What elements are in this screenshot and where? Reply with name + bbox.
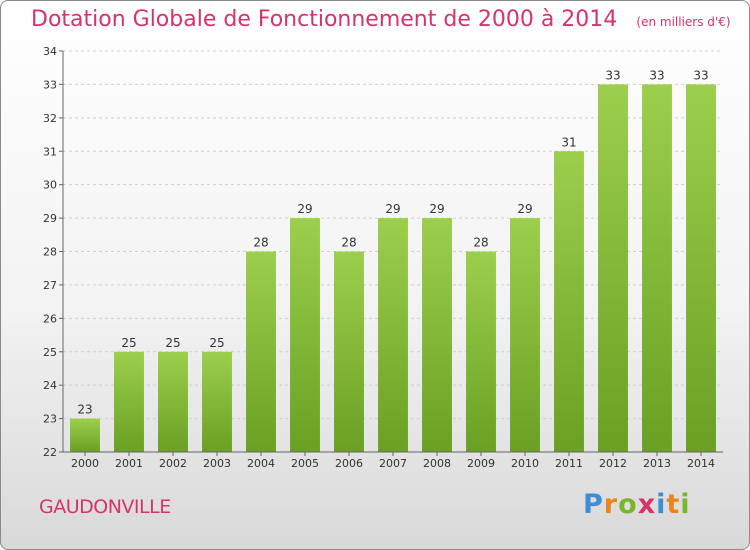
x-tick-label: 2006 — [335, 457, 363, 470]
y-tick-label: 26 — [43, 312, 57, 325]
bar — [686, 84, 716, 453]
bar-value-label: 28 — [473, 236, 488, 250]
x-tick-label: 2007 — [379, 457, 407, 470]
logo-letter: x — [637, 489, 657, 520]
bar — [378, 218, 408, 452]
logo-letter: i — [680, 489, 691, 520]
x-tick-label: 2009 — [467, 457, 495, 470]
x-tick-label: 2003 — [203, 457, 231, 470]
commune-name: GAUDONVILLE — [39, 496, 171, 518]
bar-value-label: 33 — [693, 68, 708, 82]
bar-value-label: 28 — [253, 236, 268, 250]
x-tick-label: 2010 — [511, 457, 539, 470]
x-tick-label: 2013 — [643, 457, 671, 470]
bar-value-label: 33 — [649, 68, 664, 82]
labels: 22 23 24 25 26 27 28 29 30 31 32 33 34 23 2000 25 2001 25… — [43, 45, 715, 470]
bars — [70, 84, 716, 453]
bar — [114, 351, 144, 452]
bar — [70, 418, 100, 452]
logo-letter: t — [666, 489, 681, 520]
bar — [422, 218, 452, 452]
x-tick-label: 2001 — [115, 457, 143, 470]
bar — [290, 218, 320, 452]
chart-title: Dotation Globale de Fonctionnement de 20… — [31, 7, 618, 32]
bar — [598, 84, 628, 453]
y-tick-label: 27 — [43, 279, 57, 292]
logo-letter: o — [618, 489, 638, 520]
x-tick-label: 2005 — [291, 457, 319, 470]
bar-value-label: 29 — [385, 202, 400, 216]
x-tick-label: 2002 — [159, 457, 187, 470]
bar-value-label: 25 — [121, 336, 136, 350]
x-tick-label: 2011 — [555, 457, 583, 470]
logo-letter: P — [583, 489, 604, 520]
bar-value-label: 31 — [561, 135, 576, 149]
y-tick-label: 28 — [43, 246, 57, 259]
y-tick-label: 34 — [43, 45, 57, 58]
bar — [554, 151, 584, 452]
x-tick-label: 2012 — [599, 457, 627, 470]
y-tick-label: 22 — [43, 446, 57, 459]
bar-value-label: 29 — [429, 202, 444, 216]
y-tick-label: 24 — [43, 379, 57, 392]
x-tick-label: 2004 — [247, 457, 275, 470]
bar-value-label: 33 — [605, 68, 620, 82]
y-tick-label: 29 — [43, 212, 57, 225]
bar-value-label: 25 — [209, 336, 224, 350]
bar-value-label: 29 — [297, 202, 312, 216]
bar-value-label: 29 — [517, 202, 532, 216]
bar-value-label: 28 — [341, 236, 356, 250]
y-tick-label: 23 — [43, 413, 57, 426]
bar — [466, 251, 496, 452]
bar-value-label: 25 — [165, 336, 180, 350]
y-tick-label: 25 — [43, 346, 57, 359]
bar — [510, 218, 540, 452]
logo-letter: i — [656, 489, 667, 520]
y-tick-label: 31 — [43, 145, 57, 158]
proxiti-logo: Proxiti — [583, 489, 691, 520]
bar — [158, 351, 188, 452]
x-tick-label: 2014 — [687, 457, 715, 470]
bar — [246, 251, 276, 452]
title-row: Dotation Globale de Fonctionnement de 20… — [31, 7, 731, 32]
logo-letter: r — [603, 489, 619, 520]
y-tick-label: 32 — [43, 112, 57, 125]
bar — [334, 251, 364, 452]
bar-value-label: 23 — [77, 403, 92, 417]
y-tick-label: 33 — [43, 78, 57, 91]
axes — [59, 50, 723, 456]
bar — [642, 84, 672, 453]
y-tick-label: 30 — [43, 179, 57, 192]
x-tick-label: 2008 — [423, 457, 451, 470]
bar — [202, 351, 232, 452]
x-tick-label: 2000 — [71, 457, 99, 470]
chart-subtitle: (en milliers d'€) — [636, 15, 731, 29]
